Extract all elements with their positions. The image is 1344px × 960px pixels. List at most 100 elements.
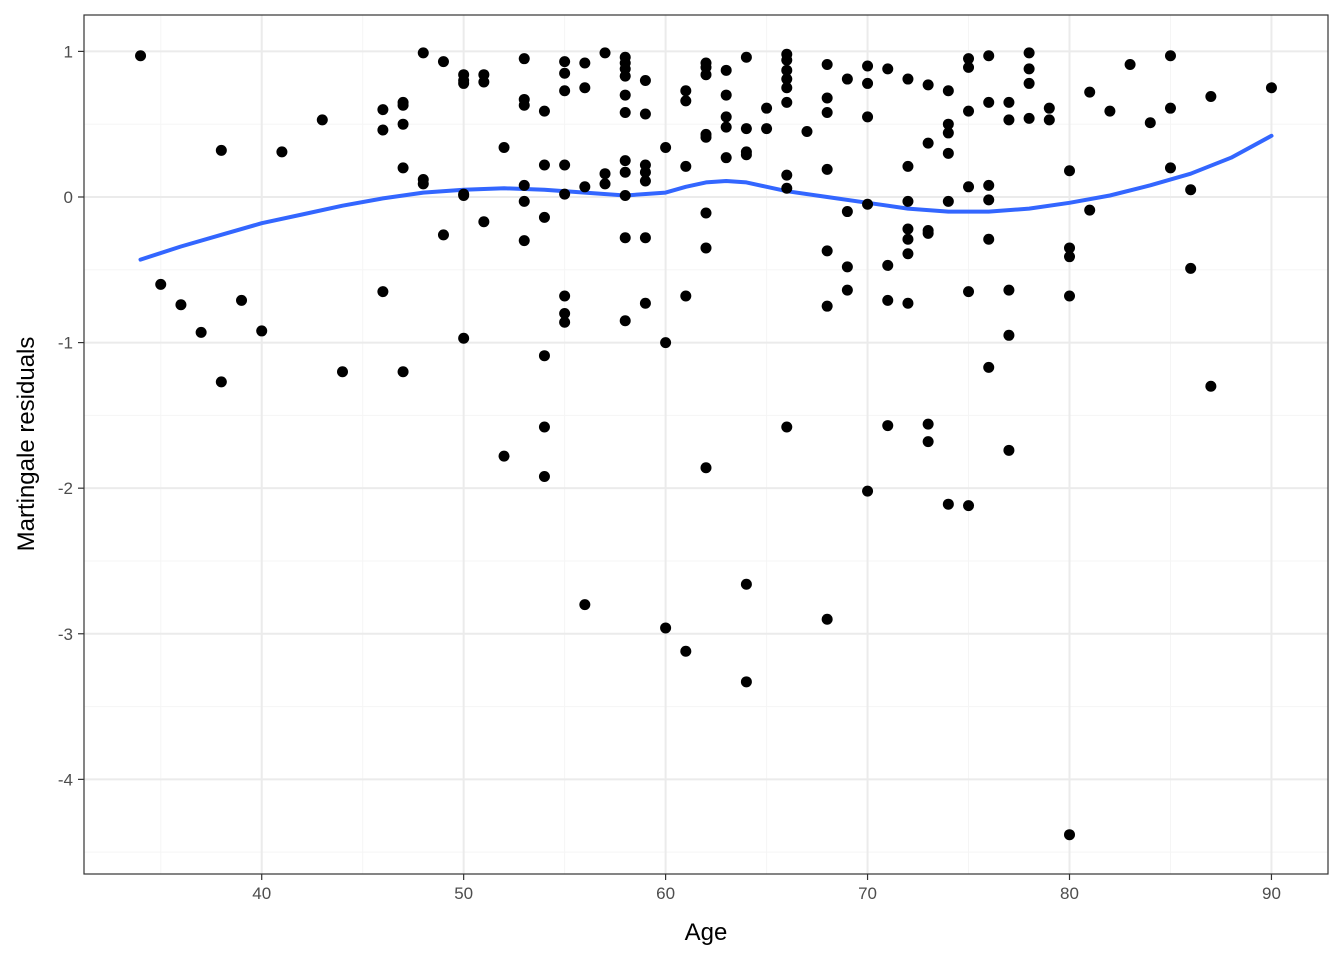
data-point (942, 85, 954, 97)
panel-background (84, 15, 1328, 874)
data-point (437, 56, 449, 68)
data-point (680, 290, 692, 302)
data-point (377, 286, 389, 298)
data-point (639, 297, 651, 309)
data-point (458, 77, 470, 89)
x-tick-label: 70 (858, 884, 877, 903)
data-point (720, 111, 732, 123)
data-point (720, 152, 732, 164)
data-point (740, 676, 752, 688)
data-point (1124, 59, 1136, 71)
data-point (700, 69, 712, 81)
data-point (559, 316, 571, 328)
data-point (700, 131, 712, 143)
data-point (922, 137, 934, 149)
data-point (660, 337, 672, 349)
x-tick-label: 60 (656, 884, 675, 903)
data-point (841, 206, 853, 218)
data-point (761, 102, 773, 114)
data-point (215, 376, 227, 388)
data-point (175, 299, 187, 311)
data-point (559, 159, 571, 171)
data-point (458, 190, 470, 202)
data-point (660, 622, 672, 634)
data-point (922, 79, 934, 91)
data-point (619, 166, 631, 178)
data-point (1023, 112, 1035, 124)
data-point (458, 332, 470, 344)
data-point (518, 195, 530, 207)
data-point (1003, 444, 1015, 456)
data-point (862, 198, 874, 210)
data-point (1003, 114, 1015, 126)
data-point (538, 105, 550, 117)
data-point (963, 181, 975, 193)
data-point (1064, 242, 1076, 254)
data-point (478, 76, 490, 88)
data-point (1265, 82, 1277, 94)
data-point (478, 216, 490, 228)
data-point (619, 89, 631, 101)
data-point (397, 99, 409, 111)
data-point (781, 73, 793, 85)
data-point (882, 63, 894, 75)
data-point (559, 290, 571, 302)
data-point (417, 47, 429, 59)
data-point (781, 169, 793, 181)
data-point (619, 107, 631, 119)
data-point (841, 261, 853, 273)
data-point (559, 307, 571, 319)
data-point (761, 123, 773, 135)
data-point (579, 82, 591, 94)
data-point (680, 85, 692, 97)
data-point (700, 207, 712, 219)
data-point (821, 300, 833, 312)
data-point (559, 85, 571, 97)
y-tick-label: -1 (58, 334, 73, 353)
data-point (821, 92, 833, 104)
data-point (882, 294, 894, 306)
data-point (963, 500, 975, 512)
data-point (922, 436, 934, 448)
data-point (680, 160, 692, 172)
data-point (377, 104, 389, 116)
data-point (1164, 102, 1176, 114)
data-point (619, 232, 631, 244)
data-point (1185, 184, 1197, 196)
x-axis: 40 50 60 70 80 90 (252, 874, 1281, 903)
data-point (862, 111, 874, 123)
data-point (660, 141, 672, 153)
data-point (195, 326, 207, 338)
data-point (437, 229, 449, 241)
y-tick-label: -4 (58, 770, 73, 789)
data-point (1064, 829, 1076, 841)
data-point (1003, 96, 1015, 108)
data-point (740, 51, 752, 63)
grid-minor (84, 15, 1328, 874)
data-point (781, 54, 793, 66)
data-point (599, 47, 611, 59)
data-point (821, 613, 833, 625)
data-point (397, 162, 409, 174)
data-point (720, 89, 732, 101)
data-point (1084, 204, 1096, 216)
points-layer (135, 47, 1277, 841)
data-point (821, 245, 833, 257)
data-point (902, 195, 914, 207)
data-point (740, 123, 752, 135)
data-point (316, 114, 328, 126)
data-point (579, 599, 591, 611)
x-tick-label: 40 (252, 884, 271, 903)
data-point (336, 366, 348, 378)
data-point (942, 118, 954, 130)
data-point (1084, 86, 1096, 98)
grid-major (84, 15, 1328, 874)
data-point (518, 235, 530, 247)
data-point (135, 50, 147, 62)
data-point (639, 108, 651, 120)
data-point (740, 149, 752, 161)
data-point (983, 179, 995, 191)
data-point (639, 166, 651, 178)
data-point (559, 56, 571, 68)
data-point (902, 73, 914, 85)
